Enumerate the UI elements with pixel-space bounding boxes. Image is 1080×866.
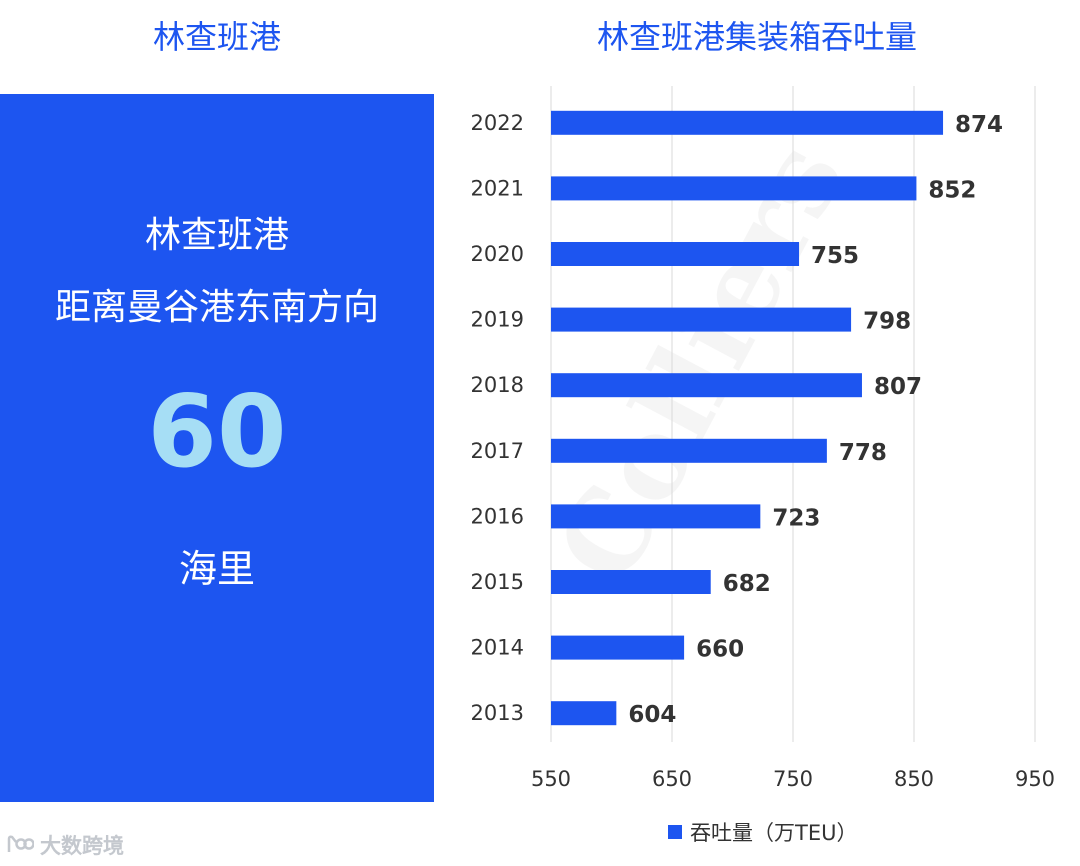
data-label-2021: 852 bbox=[928, 177, 976, 203]
bar-2021 bbox=[551, 176, 917, 201]
panel-distance-number: 60 bbox=[147, 373, 287, 490]
x-tick-label-950: 950 bbox=[1015, 767, 1055, 791]
bar-2016 bbox=[551, 504, 761, 529]
y-category-label-2019: 2019 bbox=[471, 308, 524, 332]
bar-2015 bbox=[551, 570, 711, 594]
bar-2022 bbox=[551, 110, 944, 135]
y-category-label-2021: 2021 bbox=[471, 176, 524, 200]
legend-label: 吞吐量（万TEU） bbox=[690, 821, 858, 845]
data-label-2019: 798 bbox=[863, 309, 911, 335]
data-label-2015: 682 bbox=[723, 571, 771, 597]
data-label-2013: 604 bbox=[628, 702, 676, 728]
panel-port-name: 林查班港 bbox=[144, 215, 289, 256]
data-label-2017: 778 bbox=[839, 440, 887, 466]
watermark-logo: 大数跨境 bbox=[6, 830, 156, 860]
data-label-2014: 660 bbox=[696, 637, 744, 663]
bar-2018 bbox=[551, 373, 862, 398]
y-category-label-2020: 2020 bbox=[471, 242, 524, 266]
data-label-2020: 755 bbox=[811, 243, 859, 269]
y-category-label-2016: 2016 bbox=[471, 504, 524, 528]
bar-2014 bbox=[551, 635, 685, 660]
bar-2020 bbox=[551, 242, 800, 266]
y-category-label-2014: 2014 bbox=[471, 636, 524, 660]
left-title: 林查班港 bbox=[152, 18, 281, 56]
panel-direction-text: 距离曼谷港东南方向 bbox=[54, 287, 379, 328]
y-category-label-2015: 2015 bbox=[471, 570, 524, 594]
y-category-label-2022: 2022 bbox=[471, 111, 524, 135]
x-tick-label-750: 750 bbox=[773, 767, 813, 791]
bar-2013 bbox=[551, 701, 617, 726]
y-category-label-2018: 2018 bbox=[471, 373, 524, 397]
legend-swatch bbox=[668, 825, 682, 839]
y-category-label-2013: 2013 bbox=[471, 701, 524, 725]
data-label-2016: 723 bbox=[772, 505, 820, 531]
y-category-label-2017: 2017 bbox=[471, 439, 524, 463]
x-tick-label-850: 850 bbox=[894, 767, 934, 791]
data-label-2022: 874 bbox=[955, 112, 1003, 138]
chart-legend: 吞吐量（万TEU） bbox=[668, 817, 857, 847]
logo-icon bbox=[7, 835, 34, 852]
logo-text: 大数跨境 bbox=[40, 834, 124, 858]
x-tick-label-650: 650 bbox=[652, 767, 692, 791]
panel-distance-unit: 海里 bbox=[178, 547, 255, 591]
bar-2019 bbox=[551, 307, 852, 332]
bar-2017 bbox=[551, 438, 827, 463]
info-panel: 林查班港 距离曼谷港东南方向 60 海里 bbox=[0, 94, 434, 802]
data-label-2018: 807 bbox=[874, 374, 922, 400]
chart-title: 林查班港集装箱吞吐量 bbox=[596, 18, 917, 56]
x-tick-label-550: 550 bbox=[531, 767, 571, 791]
